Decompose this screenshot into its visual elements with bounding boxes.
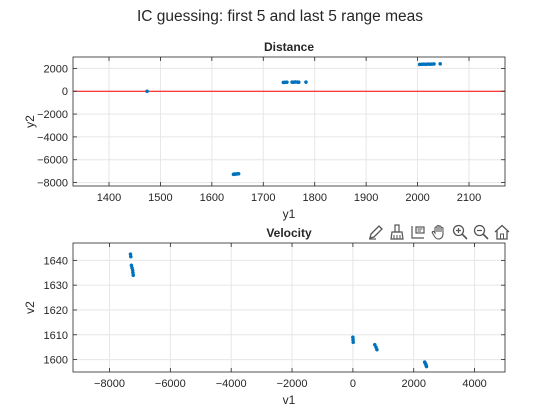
x-tick-label: 1800 xyxy=(302,192,326,204)
y-tick-label: 1630 xyxy=(44,280,68,292)
x-tick-label: 1700 xyxy=(251,192,275,204)
data-point xyxy=(432,62,436,66)
axes-distance: 1400 1500 1600 1700 1800 1900 2000 2100 −8000 −60… xyxy=(23,40,506,221)
x-tick-label: 1600 xyxy=(200,192,224,204)
x-axis-label: v1 xyxy=(283,393,296,407)
y-tick-label: 2000 xyxy=(44,63,68,75)
y-axis-label: y2 xyxy=(23,115,37,128)
brush-icon[interactable] xyxy=(387,222,407,242)
axes-box xyxy=(72,56,506,187)
edit-icon[interactable] xyxy=(366,222,386,242)
data-point xyxy=(145,89,149,94)
axes-title: Distance xyxy=(264,40,314,54)
axes-box xyxy=(72,242,506,373)
zoom-out-icon[interactable] xyxy=(471,222,491,242)
x-tick-label: −2000 xyxy=(277,378,308,390)
y-tick-label: −8000 xyxy=(37,178,68,190)
x-tick-label: 2000 xyxy=(401,378,425,390)
figure-title: IC guessing: first 5 and last 5 range me… xyxy=(136,8,424,25)
data-point xyxy=(351,340,356,345)
x-tick-label: 0 xyxy=(350,378,356,390)
home-icon[interactable] xyxy=(492,222,512,242)
x-tick-label: 1400 xyxy=(97,192,121,204)
data-point xyxy=(128,254,133,259)
plot-area xyxy=(73,243,505,372)
x-tick-label: 1500 xyxy=(148,192,172,204)
x-tick-label: −6000 xyxy=(155,378,186,390)
plot-area xyxy=(73,57,505,186)
data-point xyxy=(236,171,241,176)
data-point xyxy=(296,80,301,85)
zoom-in-icon[interactable] xyxy=(450,222,470,242)
data-point xyxy=(285,80,289,85)
y-tick-label: 1620 xyxy=(44,305,68,317)
pan-hand-icon[interactable] xyxy=(429,222,449,242)
data-point xyxy=(131,273,136,278)
data-point xyxy=(304,80,308,84)
y-tick-label: 1610 xyxy=(44,330,68,342)
y-tick-label: 1640 xyxy=(44,255,68,267)
x-tick-label: −4000 xyxy=(216,378,247,390)
x-tick-label: −8000 xyxy=(94,378,125,390)
y-tick-label: −6000 xyxy=(37,155,68,167)
y-tick-label: −4000 xyxy=(37,132,68,144)
axes-title: Velocity xyxy=(266,226,312,240)
x-tick-label: 2100 xyxy=(457,192,481,204)
axes-toolbar xyxy=(366,222,512,244)
y-tick-label: −2000 xyxy=(37,109,68,121)
x-tick-label: 1900 xyxy=(354,192,378,204)
x-tick-label: 2000 xyxy=(405,192,429,204)
x-axis-label: y1 xyxy=(283,207,296,221)
y-axis-label: v2 xyxy=(23,301,37,314)
y-tick-label: 0 xyxy=(62,86,68,98)
data-point xyxy=(438,61,443,66)
axes-velocity: −8000 −6000 −4000 −2000 0 2000 4000 1600 1610 162… xyxy=(23,226,506,407)
data-point xyxy=(375,347,379,352)
y-tick-label: 1600 xyxy=(44,355,68,367)
data-tips-icon[interactable] xyxy=(408,222,428,242)
data-point xyxy=(424,364,429,369)
x-tick-label: 4000 xyxy=(462,378,486,390)
